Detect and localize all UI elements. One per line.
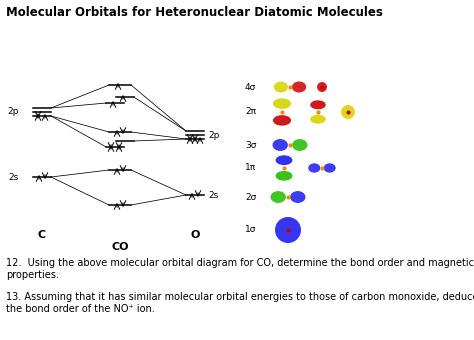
Ellipse shape — [274, 82, 288, 92]
Text: 2σ: 2σ — [245, 192, 256, 202]
Text: 2p: 2p — [8, 107, 19, 117]
Ellipse shape — [324, 163, 336, 173]
Ellipse shape — [292, 139, 308, 151]
Ellipse shape — [310, 115, 326, 124]
Text: Molecular Orbitals for Heteronuclear Diatomic Molecules: Molecular Orbitals for Heteronuclear Dia… — [6, 6, 383, 19]
Circle shape — [341, 105, 355, 119]
Text: 2s: 2s — [9, 172, 19, 182]
Ellipse shape — [308, 163, 320, 173]
Text: 2π: 2π — [245, 107, 256, 117]
Text: 2s: 2s — [208, 190, 218, 200]
Circle shape — [317, 82, 327, 92]
Text: C: C — [38, 230, 46, 240]
Ellipse shape — [292, 82, 306, 92]
Text: 1π: 1π — [245, 164, 256, 172]
Ellipse shape — [310, 100, 326, 109]
Ellipse shape — [290, 191, 306, 203]
Text: O: O — [191, 230, 200, 240]
Text: 2p: 2p — [208, 131, 219, 139]
Text: 1σ: 1σ — [245, 225, 256, 235]
Text: 3σ: 3σ — [245, 140, 256, 150]
Circle shape — [275, 217, 301, 243]
Ellipse shape — [273, 115, 291, 126]
Ellipse shape — [273, 98, 291, 109]
Text: 12.  Using the above molecular orbital diagram for CO, determine the bond order : 12. Using the above molecular orbital di… — [6, 258, 474, 279]
Ellipse shape — [271, 191, 286, 203]
Text: 13. Assuming that it has similar molecular orbital energies to those of carbon m: 13. Assuming that it has similar molecul… — [6, 292, 474, 313]
Ellipse shape — [275, 155, 292, 165]
Ellipse shape — [275, 171, 292, 181]
Text: 4σ: 4σ — [245, 83, 256, 91]
Ellipse shape — [273, 139, 288, 151]
Text: CO: CO — [111, 242, 129, 252]
